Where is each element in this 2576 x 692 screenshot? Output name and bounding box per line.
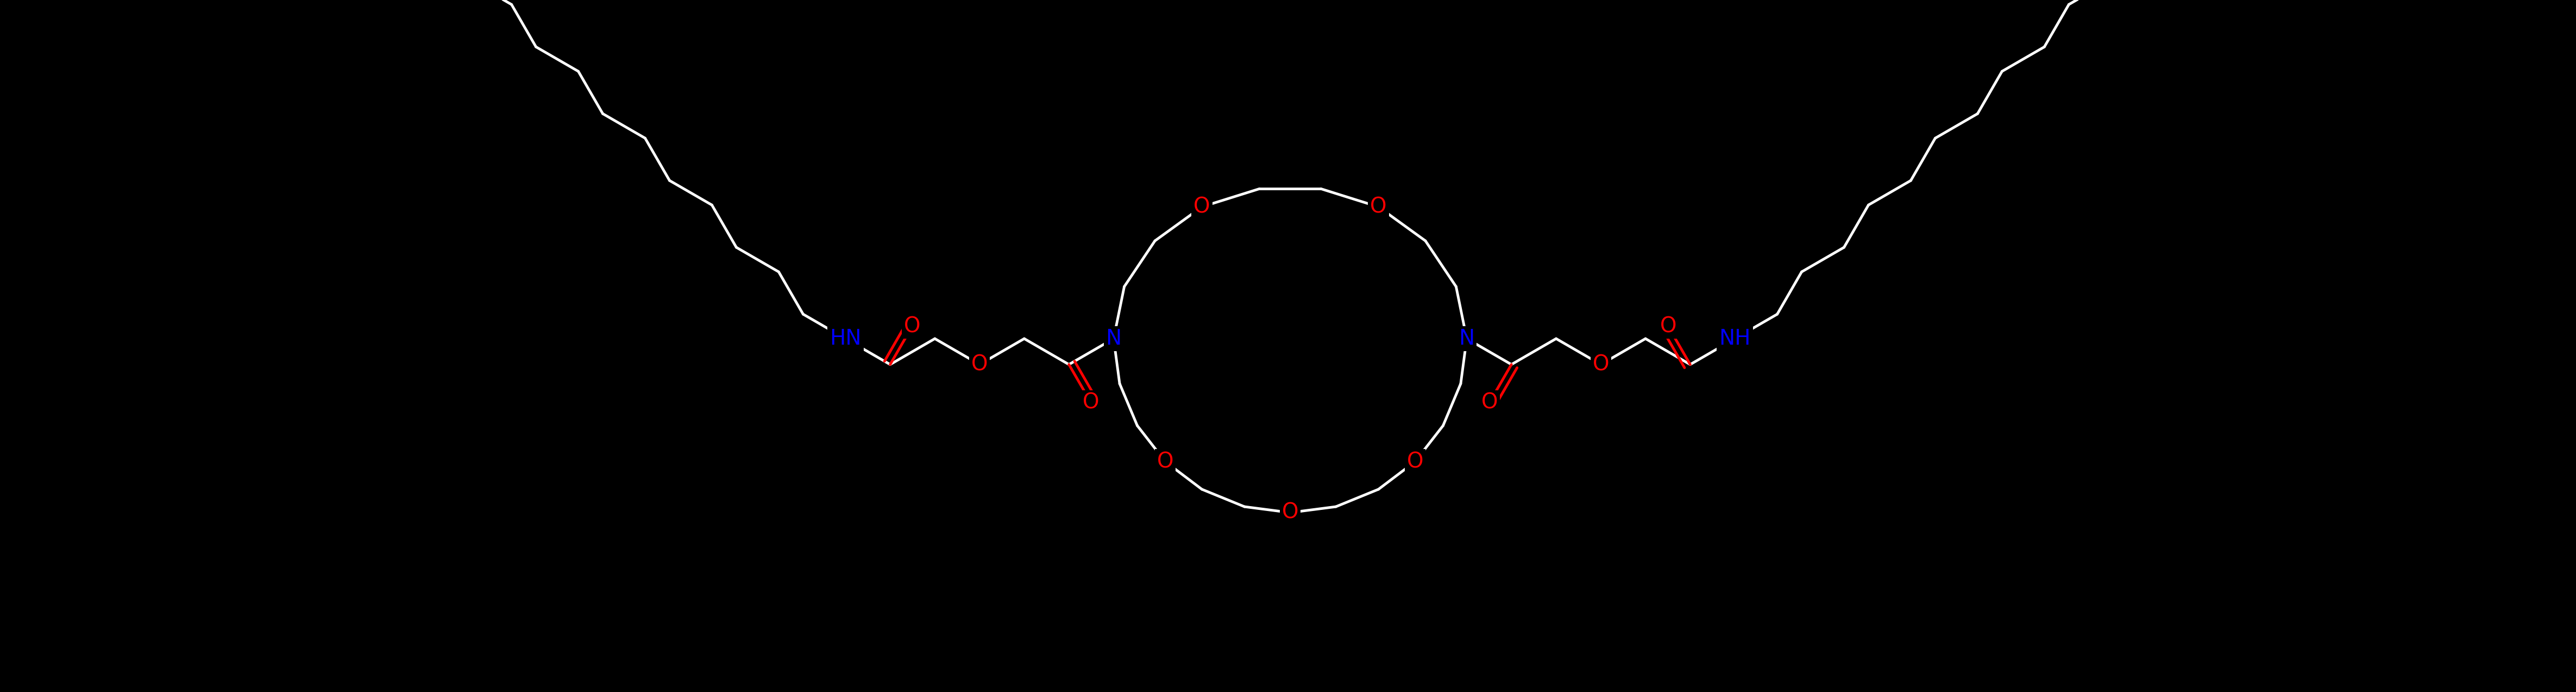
Text: O: O bbox=[971, 354, 987, 375]
Text: N: N bbox=[1458, 328, 1473, 349]
Text: O: O bbox=[1592, 354, 1610, 375]
Text: O: O bbox=[904, 316, 920, 337]
Text: O: O bbox=[1481, 392, 1497, 413]
Text: NH: NH bbox=[1718, 328, 1752, 349]
Text: O: O bbox=[1193, 197, 1211, 217]
Text: O: O bbox=[1659, 316, 1677, 337]
Text: O: O bbox=[1082, 392, 1100, 413]
Text: O: O bbox=[1283, 502, 1298, 523]
Text: O: O bbox=[1406, 451, 1425, 472]
Text: N: N bbox=[1105, 328, 1121, 349]
Text: O: O bbox=[1157, 451, 1175, 472]
Text: HN: HN bbox=[829, 328, 860, 349]
Text: O: O bbox=[1370, 197, 1386, 217]
